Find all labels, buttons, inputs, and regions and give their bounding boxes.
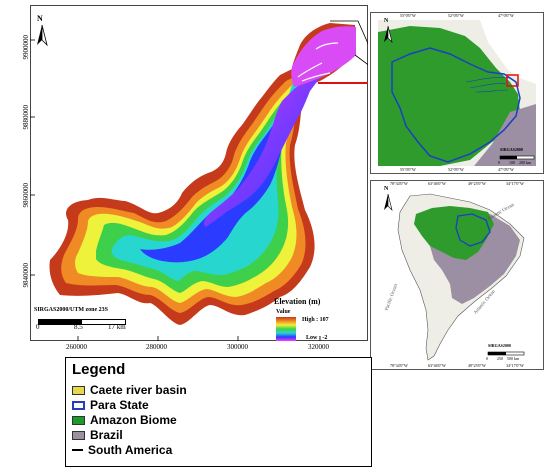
x-tick-label: 260000 bbox=[66, 343, 87, 351]
x-tick-label: 320000 bbox=[308, 343, 329, 351]
x-tick-label: 280000 bbox=[146, 343, 167, 351]
elevation-high-label: High : 107 bbox=[302, 317, 329, 323]
legend-item-caete-basin: Caete river basin bbox=[72, 383, 187, 397]
swatch-grey-icon bbox=[72, 430, 85, 440]
tick-label: 47°0'0"W bbox=[498, 13, 514, 18]
inset-bottom-north-arrow-icon bbox=[382, 192, 394, 212]
inset-bottom-para-outline bbox=[455, 213, 491, 247]
tick-label: 49°25'0"W bbox=[468, 181, 486, 186]
inset-bottom-scale-labels: 0 250 500 km bbox=[486, 356, 536, 361]
inset-top-north-arrow-icon bbox=[382, 24, 394, 44]
inset-top-amazon bbox=[378, 26, 520, 166]
scale-label: 500 km bbox=[507, 356, 520, 361]
tick-label: 78°34'0"W bbox=[390, 363, 408, 368]
inset-bottom-north-label: N bbox=[384, 186, 389, 192]
legend-label: Brazil bbox=[90, 428, 123, 442]
legend-item-amazon-biome: Amazon Biome bbox=[72, 413, 177, 427]
inset-bottom-crs: SIRGAS2000 bbox=[488, 343, 511, 348]
elevation-title: Elevation (m) bbox=[274, 297, 321, 306]
scale-label-mid: 8.5 bbox=[74, 323, 83, 331]
elevation-color-ramp bbox=[276, 317, 296, 341]
inset-top-crs: SIRGAS2000 bbox=[500, 147, 523, 152]
inset-bottom-map: N 78°34'0"W 63°46'0"W 49°25'0"W 34°17'0"… bbox=[370, 180, 544, 370]
inset-top-north-label: N bbox=[384, 18, 389, 24]
tick-label: 47°0'0"W bbox=[498, 167, 514, 172]
legend-label: Amazon Biome bbox=[90, 413, 177, 427]
y-axis-ticks bbox=[30, 39, 321, 341]
crs-label: SIRGAS2000/UTM zone 23S bbox=[34, 307, 109, 313]
y-tick-label: 9860000 bbox=[22, 183, 30, 208]
y-tick-label: 9900000 bbox=[22, 35, 30, 60]
tick-label: 63°46'0"W bbox=[428, 363, 446, 368]
black-line-icon bbox=[72, 449, 83, 451]
basin-river-magenta bbox=[203, 39, 352, 227]
scale-label-0: 0 bbox=[36, 323, 40, 331]
tick-label: 52°0'0"W bbox=[448, 13, 464, 18]
scale-label-end: 17 km bbox=[108, 323, 126, 331]
legend-item-para-state: Para State bbox=[72, 398, 149, 412]
basin-estuary-channels bbox=[297, 42, 339, 82]
y-tick-label: 9840000 bbox=[22, 263, 30, 288]
inset-top-brazil bbox=[474, 104, 536, 166]
north-label: N bbox=[37, 14, 43, 23]
legend-label: Caete river basin bbox=[90, 383, 187, 397]
legend-item-brazil: Brazil bbox=[72, 428, 123, 442]
scale-label: 200 km bbox=[519, 160, 532, 165]
elevation-value-label: Value bbox=[276, 309, 291, 315]
swatch-blue-outline-icon bbox=[72, 400, 85, 410]
inset-top-ocean bbox=[480, 20, 536, 84]
legend-box bbox=[65, 357, 372, 467]
north-arrow-icon bbox=[34, 19, 50, 49]
legend-label: Para State bbox=[90, 398, 149, 412]
legend-title: Legend bbox=[72, 361, 126, 378]
inset-top-map: N 55°0'0"W 52°0'0"W 47°0'0"W 55°0'0"W 52… bbox=[370, 12, 544, 174]
inset-top-rivers bbox=[465, 77, 511, 93]
tick-label: 34°17'0"W bbox=[506, 363, 524, 368]
tick-label: 52°0'0"W bbox=[448, 167, 464, 172]
inset-top-para-outline bbox=[391, 47, 521, 163]
tick-label: 55°0'0"W bbox=[400, 167, 416, 172]
swatch-green-icon bbox=[72, 415, 85, 425]
inset-top-scale-labels: 0 100 200 km bbox=[498, 160, 538, 165]
main-map: N 9900000 9880000 9860000 9840000 SIRGAS… bbox=[22, 5, 368, 350]
scale-label: 250 bbox=[497, 356, 503, 361]
elevation-low-label: Low : -2 bbox=[306, 335, 328, 341]
legend-label: South America bbox=[88, 443, 173, 457]
y-tick-label: 9880000 bbox=[22, 105, 30, 130]
tick-label: 34°17'0"W bbox=[506, 181, 524, 186]
x-tick-label: 300000 bbox=[227, 343, 248, 351]
swatch-yellow-icon bbox=[72, 385, 85, 395]
tick-label: 78°34'0"W bbox=[390, 181, 408, 186]
tick-label: 49°25'0"W bbox=[468, 363, 486, 368]
basin-estuary bbox=[291, 26, 356, 87]
scale-label: 100 bbox=[509, 160, 515, 165]
inset-top-highlight-box bbox=[506, 74, 519, 87]
tick-label: 63°46'0"W bbox=[428, 181, 446, 186]
estuary-outline bbox=[330, 20, 368, 66]
scale-label: 0 bbox=[498, 160, 500, 165]
inset-bottom-amazon bbox=[414, 206, 494, 260]
scale-bar bbox=[38, 319, 126, 325]
scale-label: 0 bbox=[486, 356, 488, 361]
legend-item-south-america: South America bbox=[72, 443, 172, 457]
tick-label: 55°0'0"W bbox=[400, 13, 416, 18]
